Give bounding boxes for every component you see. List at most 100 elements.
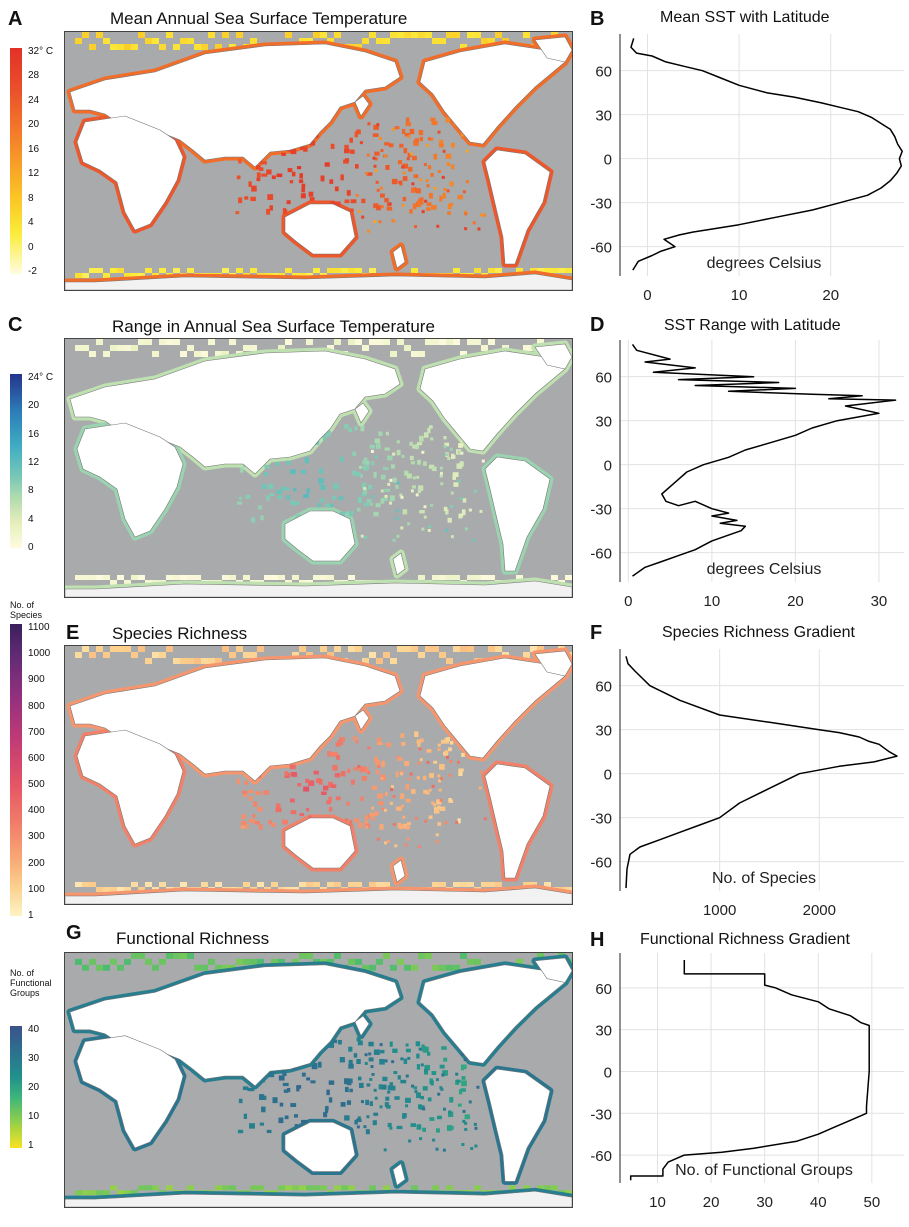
map-e-cell — [364, 766, 369, 773]
map-a-cell — [431, 120, 438, 126]
map-c-cell — [229, 575, 236, 580]
map-a-cell — [374, 151, 380, 156]
map-a-cell — [516, 268, 523, 273]
map-e-cell — [166, 646, 173, 652]
map-e-cell — [447, 747, 452, 752]
map-g-cell — [387, 1122, 392, 1128]
map-a-cell — [438, 143, 444, 148]
map-g-cell — [461, 1080, 467, 1087]
map-c-cell — [418, 351, 425, 357]
panel-label-b: B — [590, 8, 605, 30]
map-g-cell — [366, 1083, 371, 1087]
map-g-cell — [362, 964, 369, 971]
map-e-cell — [396, 755, 400, 759]
map-g-cell — [328, 1080, 335, 1085]
legend-a-colorbar — [10, 48, 22, 274]
map-g-cell — [449, 1096, 454, 1103]
map-g-cell — [306, 1077, 311, 1081]
map-g-cell — [391, 1060, 395, 1064]
map-e-cell — [381, 763, 386, 768]
map-e-cell — [439, 798, 443, 802]
map-e-cell — [350, 779, 355, 785]
map-a-cell — [446, 162, 451, 167]
map-e-cell — [334, 882, 341, 887]
map-a-cell — [354, 164, 359, 169]
legend-c: 24° C 20 16 12 8 4 0 — [10, 372, 60, 554]
map-a-cell — [244, 196, 249, 200]
map-a-cell — [415, 188, 421, 194]
map-a-cell — [433, 153, 438, 160]
map-c-cell — [339, 456, 344, 462]
map-c-cell — [404, 470, 409, 476]
map-e-cell — [419, 738, 424, 743]
profile-series-line — [629, 960, 870, 1181]
map-g-cell — [455, 1072, 459, 1076]
map-g-cell — [280, 1068, 286, 1074]
map-e-cell — [439, 882, 446, 887]
map-a-cell — [405, 122, 412, 127]
map-a-cell — [117, 44, 124, 50]
map-a-cell — [344, 144, 349, 149]
map-c-cell — [400, 495, 404, 499]
map-a-cell — [379, 186, 383, 190]
map-e-cell — [523, 652, 530, 658]
panel-label-d: D — [590, 314, 605, 336]
legend-g-label: 30 — [28, 1053, 40, 1064]
map-g-cell — [474, 1185, 481, 1191]
map-e-cell — [455, 820, 459, 824]
map-e-cell — [138, 887, 145, 892]
map-e-cell — [523, 882, 530, 887]
legend-a-label: 4 — [28, 217, 34, 229]
map-c-cell — [431, 466, 437, 472]
map-e-cell — [439, 652, 446, 658]
map-a-cell — [255, 165, 261, 170]
map-c-cell — [396, 440, 400, 444]
map-e-cell — [453, 646, 460, 652]
map-g-cell — [327, 958, 334, 965]
map-e-cell — [215, 882, 222, 887]
map-g-cell — [294, 1124, 298, 1128]
map-e-cell — [124, 887, 131, 892]
map-a-cell — [208, 32, 215, 38]
map-a-cell — [138, 273, 145, 278]
map-c-cell — [96, 575, 103, 580]
map-a-cell — [110, 44, 117, 50]
map-g-cell — [344, 1115, 350, 1121]
map-g-cell — [159, 958, 166, 965]
map-g-cell — [467, 958, 474, 965]
map-g-cell — [420, 1095, 425, 1100]
map-g-cell — [430, 1080, 434, 1086]
panel-label-a: A — [8, 8, 23, 30]
map-e-cell — [383, 882, 390, 887]
map-g-cell — [389, 1126, 393, 1130]
map-a-cell — [266, 208, 271, 215]
map-e-cell — [348, 882, 355, 887]
map-e-cell — [124, 646, 131, 652]
map-a-cell — [287, 168, 293, 173]
map-c-cell — [447, 457, 451, 461]
map-a-cell — [461, 132, 465, 137]
map-e-cell — [418, 747, 422, 751]
map-c-cell — [390, 351, 397, 357]
map-g-cell — [338, 1039, 342, 1045]
map-e-cell — [414, 731, 419, 737]
map-c-cell — [356, 507, 361, 512]
map-e-cell — [407, 777, 411, 781]
map-c-cell — [380, 498, 385, 504]
map-e-cell — [380, 776, 384, 780]
map-a-cell — [437, 130, 441, 134]
map-g-cell — [464, 1127, 468, 1131]
map-a-cell — [159, 44, 166, 50]
map-g-cell — [131, 1190, 138, 1196]
map-g-cell — [75, 1190, 82, 1196]
map-g-cell — [348, 1063, 354, 1069]
map-c-cell — [384, 488, 391, 492]
map-a-cell — [291, 171, 296, 177]
map-c-cell — [421, 527, 425, 531]
map-g-cell — [411, 1185, 418, 1191]
map-a-cell — [425, 179, 429, 183]
map-c-cell — [412, 485, 416, 489]
map-g-cell — [386, 1105, 391, 1109]
map-a-cell — [442, 192, 446, 199]
map-c-cell — [260, 515, 264, 521]
